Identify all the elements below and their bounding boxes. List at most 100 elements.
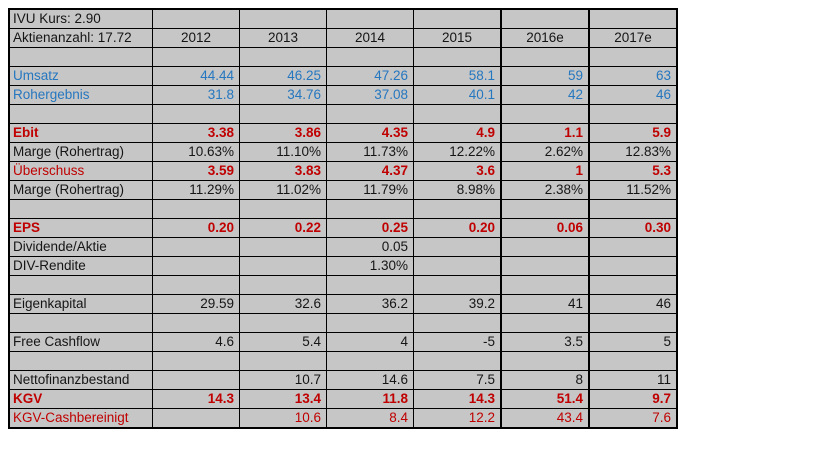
value-cell[interactable] <box>500 275 590 295</box>
value-cell[interactable]: 36.2 <box>326 294 414 314</box>
value-cell[interactable]: 12.2 <box>413 408 502 429</box>
value-cell[interactable]: 0.30 <box>588 218 678 238</box>
value-cell[interactable]: 11.10% <box>239 142 327 162</box>
value-cell[interactable]: 11 <box>588 370 678 390</box>
value-cell[interactable] <box>413 8 502 29</box>
value-cell[interactable]: 2.38% <box>500 180 590 200</box>
value-cell[interactable] <box>500 199 590 219</box>
value-cell[interactable]: 3.59 <box>152 161 240 181</box>
value-cell[interactable]: 4.35 <box>326 123 414 143</box>
value-cell[interactable]: 4 <box>326 332 414 352</box>
value-cell[interactable]: 14.3 <box>152 389 240 409</box>
value-cell[interactable] <box>152 199 240 219</box>
column-header-cell[interactable]: 2014 <box>326 28 414 48</box>
value-cell[interactable]: 39.2 <box>413 294 502 314</box>
value-cell[interactable] <box>239 256 327 276</box>
value-cell[interactable]: 12.22% <box>413 142 502 162</box>
row-label-cell[interactable]: IVU Kurs: 2.90 <box>8 8 153 29</box>
value-cell[interactable] <box>152 8 240 29</box>
value-cell[interactable]: 46.25 <box>239 66 327 86</box>
value-cell[interactable]: 43.4 <box>500 408 590 429</box>
value-cell[interactable]: 8 <box>500 370 590 390</box>
value-cell[interactable]: 11.8 <box>326 389 414 409</box>
value-cell[interactable] <box>588 256 678 276</box>
value-cell[interactable]: 46 <box>588 294 678 314</box>
value-cell[interactable]: 2.62% <box>500 142 590 162</box>
value-cell[interactable] <box>588 47 678 67</box>
row-label-cell[interactable] <box>8 313 153 333</box>
value-cell[interactable]: 0.22 <box>239 218 327 238</box>
value-cell[interactable] <box>588 351 678 371</box>
value-cell[interactable] <box>588 275 678 295</box>
value-cell[interactable] <box>152 313 240 333</box>
row-label-cell[interactable]: Rohergebnis <box>8 85 153 105</box>
value-cell[interactable]: 5 <box>588 332 678 352</box>
row-label-cell[interactable] <box>8 47 153 67</box>
row-label-cell[interactable]: Aktienanzahl: 17.72 <box>8 28 153 48</box>
value-cell[interactable] <box>239 275 327 295</box>
value-cell[interactable] <box>326 8 414 29</box>
column-header-cell[interactable]: 2017e <box>588 28 678 48</box>
value-cell[interactable] <box>413 104 502 124</box>
row-label-cell[interactable]: Nettofinanzbestand <box>8 370 153 390</box>
row-label-cell[interactable]: Überschuss <box>8 161 153 181</box>
row-label-cell[interactable]: EPS <box>8 218 153 238</box>
value-cell[interactable] <box>239 237 327 257</box>
value-cell[interactable]: 1.1 <box>500 123 590 143</box>
value-cell[interactable]: 7.6 <box>588 408 678 429</box>
value-cell[interactable]: 8.4 <box>326 408 414 429</box>
value-cell[interactable]: 13.4 <box>239 389 327 409</box>
row-label-cell[interactable] <box>8 275 153 295</box>
row-label-cell[interactable]: Marge (Rohertrag) <box>8 142 153 162</box>
value-cell[interactable] <box>413 237 502 257</box>
value-cell[interactable]: 5.3 <box>588 161 678 181</box>
value-cell[interactable]: 32.6 <box>239 294 327 314</box>
value-cell[interactable]: 42 <box>500 85 590 105</box>
value-cell[interactable] <box>326 199 414 219</box>
value-cell[interactable]: 4.9 <box>413 123 502 143</box>
value-cell[interactable] <box>326 275 414 295</box>
value-cell[interactable] <box>152 237 240 257</box>
value-cell[interactable] <box>152 47 240 67</box>
value-cell[interactable] <box>413 199 502 219</box>
value-cell[interactable]: 51.4 <box>500 389 590 409</box>
value-cell[interactable]: 46 <box>588 85 678 105</box>
row-label-cell[interactable] <box>8 351 153 371</box>
value-cell[interactable]: 3.83 <box>239 161 327 181</box>
value-cell[interactable]: 14.3 <box>413 389 502 409</box>
row-label-cell[interactable]: Free Cashflow <box>8 332 153 352</box>
value-cell[interactable]: 10.6 <box>239 408 327 429</box>
value-cell[interactable]: 3.6 <box>413 161 502 181</box>
value-cell[interactable]: 0.20 <box>152 218 240 238</box>
value-cell[interactable] <box>588 104 678 124</box>
value-cell[interactable] <box>588 237 678 257</box>
value-cell[interactable]: 3.86 <box>239 123 327 143</box>
value-cell[interactable]: 5.9 <box>588 123 678 143</box>
value-cell[interactable]: 0.20 <box>413 218 502 238</box>
value-cell[interactable] <box>326 104 414 124</box>
value-cell[interactable]: 29.59 <box>152 294 240 314</box>
value-cell[interactable] <box>500 8 590 29</box>
row-label-cell[interactable]: KGV <box>8 389 153 409</box>
value-cell[interactable]: 0.25 <box>326 218 414 238</box>
value-cell[interactable]: 10.7 <box>239 370 327 390</box>
value-cell[interactable]: 34.76 <box>239 85 327 105</box>
row-label-cell[interactable]: DIV-Rendite <box>8 256 153 276</box>
value-cell[interactable]: 11.73% <box>326 142 414 162</box>
value-cell[interactable] <box>500 237 590 257</box>
value-cell[interactable] <box>326 351 414 371</box>
row-label-cell[interactable]: Umsatz <box>8 66 153 86</box>
value-cell[interactable] <box>152 408 240 429</box>
value-cell[interactable]: 1 <box>500 161 590 181</box>
value-cell[interactable] <box>239 313 327 333</box>
value-cell[interactable]: 8.98% <box>413 180 502 200</box>
value-cell[interactable] <box>239 8 327 29</box>
value-cell[interactable] <box>239 351 327 371</box>
row-label-cell[interactable] <box>8 199 153 219</box>
value-cell[interactable] <box>500 313 590 333</box>
value-cell[interactable] <box>326 47 414 67</box>
row-label-cell[interactable] <box>8 104 153 124</box>
value-cell[interactable] <box>588 199 678 219</box>
value-cell[interactable] <box>239 47 327 67</box>
value-cell[interactable]: 1.30% <box>326 256 414 276</box>
